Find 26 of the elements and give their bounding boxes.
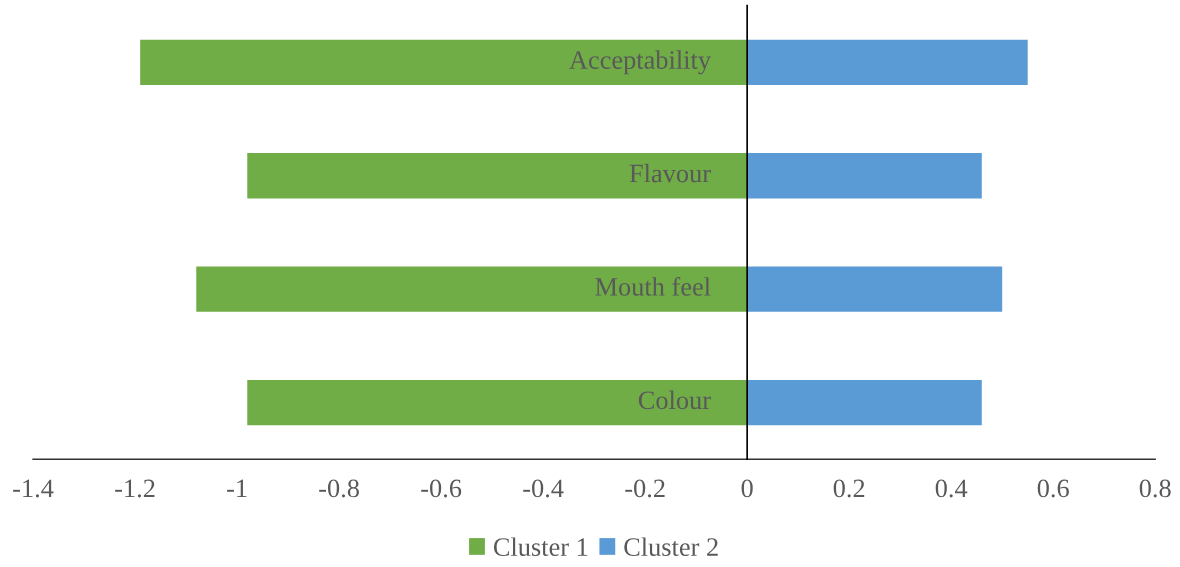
x-tick-label: 0.6 [1037,479,1069,498]
x-tick-label: 0.4 [935,479,968,498]
bar [196,266,748,312]
x-tick-label: -1.4 [13,479,54,498]
bar [247,153,748,199]
y-tick-label: Colour [638,390,711,410]
bar [247,379,748,426]
x-tick-label: 0 [741,479,753,498]
x-tick-label: -1.2 [115,479,155,498]
bar [747,266,1003,312]
legend-label: Cluster 2 [624,537,718,557]
y-tick-label: Mouth feel [595,276,711,296]
bar [140,39,748,86]
x-tick-label: -0.2 [625,479,665,498]
x-tick-label: -0.6 [421,479,462,498]
bar [747,379,982,426]
bar [747,39,1028,86]
bar [747,153,982,199]
legend-label: Cluster 1 [493,537,588,557]
x-tick-label: -1 [227,479,247,498]
x-tick-label: 0.2 [833,479,865,498]
y-tick-label: Acceptability [569,50,711,75]
x-tick-label: 0.8 [1139,479,1171,498]
x-tick-label: -0.4 [523,479,564,498]
y-tick-label: Flavour [629,163,711,183]
x-tick-label: -0.8 [319,479,359,498]
